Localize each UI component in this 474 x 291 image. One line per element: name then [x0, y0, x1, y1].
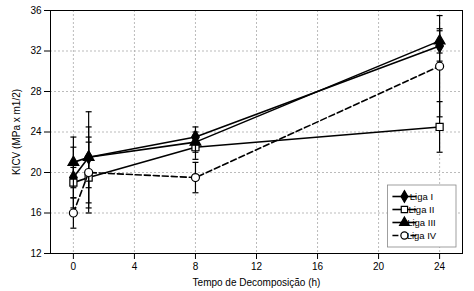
svg-text:24: 24 — [434, 261, 446, 272]
svg-text:20: 20 — [30, 167, 42, 178]
svg-text:12: 12 — [251, 261, 263, 272]
svg-text:0: 0 — [71, 261, 77, 272]
svg-text:Liga IV: Liga IV — [407, 230, 437, 241]
svg-text:36: 36 — [30, 5, 42, 16]
svg-text:12: 12 — [30, 248, 42, 259]
svg-text:20: 20 — [373, 261, 385, 272]
svg-text:32: 32 — [30, 45, 42, 56]
svg-text:Liga II: Liga II — [408, 204, 434, 215]
svg-text:Liga III: Liga III — [407, 217, 436, 228]
svg-text:Liga I: Liga I — [410, 191, 433, 202]
svg-text:16: 16 — [30, 207, 42, 218]
svg-text:28: 28 — [30, 86, 42, 97]
svg-text:24: 24 — [30, 126, 42, 137]
svg-text:8: 8 — [193, 261, 199, 272]
svg-text:4: 4 — [132, 261, 138, 272]
svg-text:KICV (MPa x m1/2): KICV (MPa x m1/2) — [11, 89, 22, 175]
svg-text:16: 16 — [312, 261, 324, 272]
svg-text:Tempo de Decomposição (h): Tempo de Decomposição (h) — [193, 277, 321, 288]
